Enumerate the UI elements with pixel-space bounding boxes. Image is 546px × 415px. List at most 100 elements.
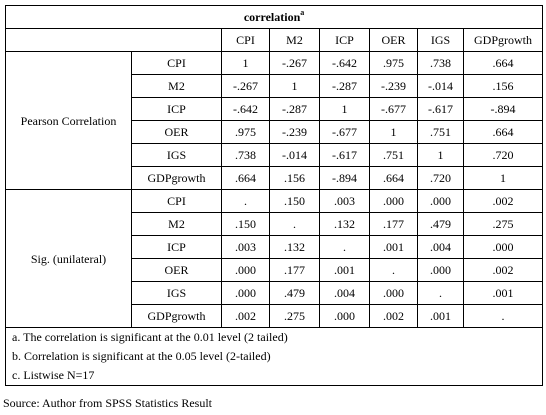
row-label: M2 [131,212,222,236]
table-row: GDPgrowth .664.156 -.894.664.720 1 [6,166,544,190]
source-note: Source: Author from SPSS Statistics Resu… [3,396,213,410]
table-cell: -.617 [417,97,464,121]
table-cell: .479 [417,212,464,236]
table-cell: -.894 [462,97,544,121]
row-label: OER [131,258,222,282]
table-cell: 1 [462,166,544,190]
row-label: GDPgrowth [131,304,222,328]
column-header-icp: ICP [319,28,370,52]
table-cell: .150 [221,212,270,236]
group-label: Sig. (unilateral) [5,189,132,328]
table-cell: 1 [221,51,270,75]
table-cell: -.014 [417,74,464,98]
table-row: M2.150. .132.177.479.275 [6,212,544,236]
table-cell: -.617 [319,143,370,167]
table-cell: 1 [369,120,418,144]
table-cell: .002 [462,189,544,213]
row-label: OER [131,120,222,144]
table-cell: . [369,258,418,282]
table-cell: .664 [369,166,418,190]
table-cell: .975 [369,51,418,75]
table-cell: .479 [269,281,320,305]
table-cell: 1 [417,143,464,167]
table-cell: .275 [269,304,320,328]
table-row: ICP .003.132. .001.004.000 [6,235,544,259]
table-cell: .002 [462,258,544,282]
table-title: correlationa [4,5,544,29]
table-cell: .132 [319,212,370,236]
table-cell: . [221,189,270,213]
table-cell: -.239 [369,74,418,98]
table-title-footnote-mark: a [300,8,305,17]
table-cell: -.677 [319,120,370,144]
row-label: ICP [131,235,222,259]
table-cell: .738 [417,51,464,75]
table-cell: .001 [319,258,370,282]
table-row: IGS .000.479.004.000. .001 [6,281,544,305]
table-cell: .975 [221,120,270,144]
table-cell: .001 [462,281,544,305]
header-blank-cell [5,28,222,52]
table-cell: .720 [417,166,464,190]
column-header-gdpgrowth: GDPgrowth [462,28,544,52]
row-label: GDPgrowth [131,166,222,190]
footnote-row: b. Correlation is significant at the 0.0… [4,347,544,366]
table-cell: .004 [319,281,370,305]
table-cell: . [462,304,544,328]
table-cell: .000 [462,235,544,259]
footnote: b. Correlation is significant at the 0.0… [4,347,544,366]
table-row: GDPgrowth .002.275.000.002.001. [6,304,544,328]
row-label: IGS [131,281,222,305]
table-cell: -.239 [269,120,320,144]
table-cell: .738 [221,143,270,167]
column-header-m2: M2 [269,28,320,52]
column-header-igs: IGS [417,28,464,52]
table-cell: 1 [319,97,370,121]
footnote-row: a. The correlation is significant at the… [4,327,544,347]
table-cell: -.287 [319,74,370,98]
table-cell: .664 [462,51,544,75]
table-cell: .156 [462,74,544,98]
table-cell: -.894 [319,166,370,190]
table-cell: .275 [462,212,544,236]
table-row: OER .975 -.239 -.677 1.751.664 [6,120,544,144]
table-cell: .004 [417,235,464,259]
table-cell: -.677 [369,97,418,121]
table-cell: .664 [462,120,544,144]
table-cell: -.287 [269,97,320,121]
table-cell: .751 [417,120,464,144]
row-label: M2 [131,74,222,98]
table-cell: .000 [417,189,464,213]
table-cell: -.642 [221,97,270,121]
table-cell: -.642 [319,51,370,75]
table-cell: .132 [269,235,320,259]
table-cell: .000 [319,304,370,328]
footnote: c. Listwise N=17 [4,366,544,386]
table-cell: .177 [369,212,418,236]
column-header-row: CPI M2 ICP OER IGS GDPgrowth [5,28,544,52]
table-cell: -.014 [269,143,320,167]
group-label: Pearson Correlation [5,51,132,190]
table-cell: .720 [462,143,544,167]
table-title-text: correlation [243,10,301,24]
table-cell: -.267 [269,51,320,75]
table-cell: .177 [269,258,320,282]
column-header-cpi: CPI [221,28,270,52]
table-cell: 1 [269,74,320,98]
row-label: IGS [131,143,222,167]
row-label: CPI [131,51,222,75]
table-cell: .000 [221,258,270,282]
table-cell: .000 [369,189,418,213]
table-cell: .150 [269,189,320,213]
table-cell: .003 [319,189,370,213]
table-row: Pearson Correlation CPI 1 -.267 -.642.975.73… [5,51,544,190]
table-cell: .156 [269,166,320,190]
row-label: ICP [131,97,222,121]
footnote: a. The correlation is significant at the… [4,327,544,347]
correlation-table: correlationa CPI M2 ICP OER IGS GDPgrowth Pear… [4,5,544,386]
table-cell: .000 [417,258,464,282]
table-cell: .000 [369,281,418,305]
table-cell: .003 [221,235,270,259]
table-cell: . [417,281,464,305]
table-row: OER .000.177.001. .000.002 [6,258,544,282]
